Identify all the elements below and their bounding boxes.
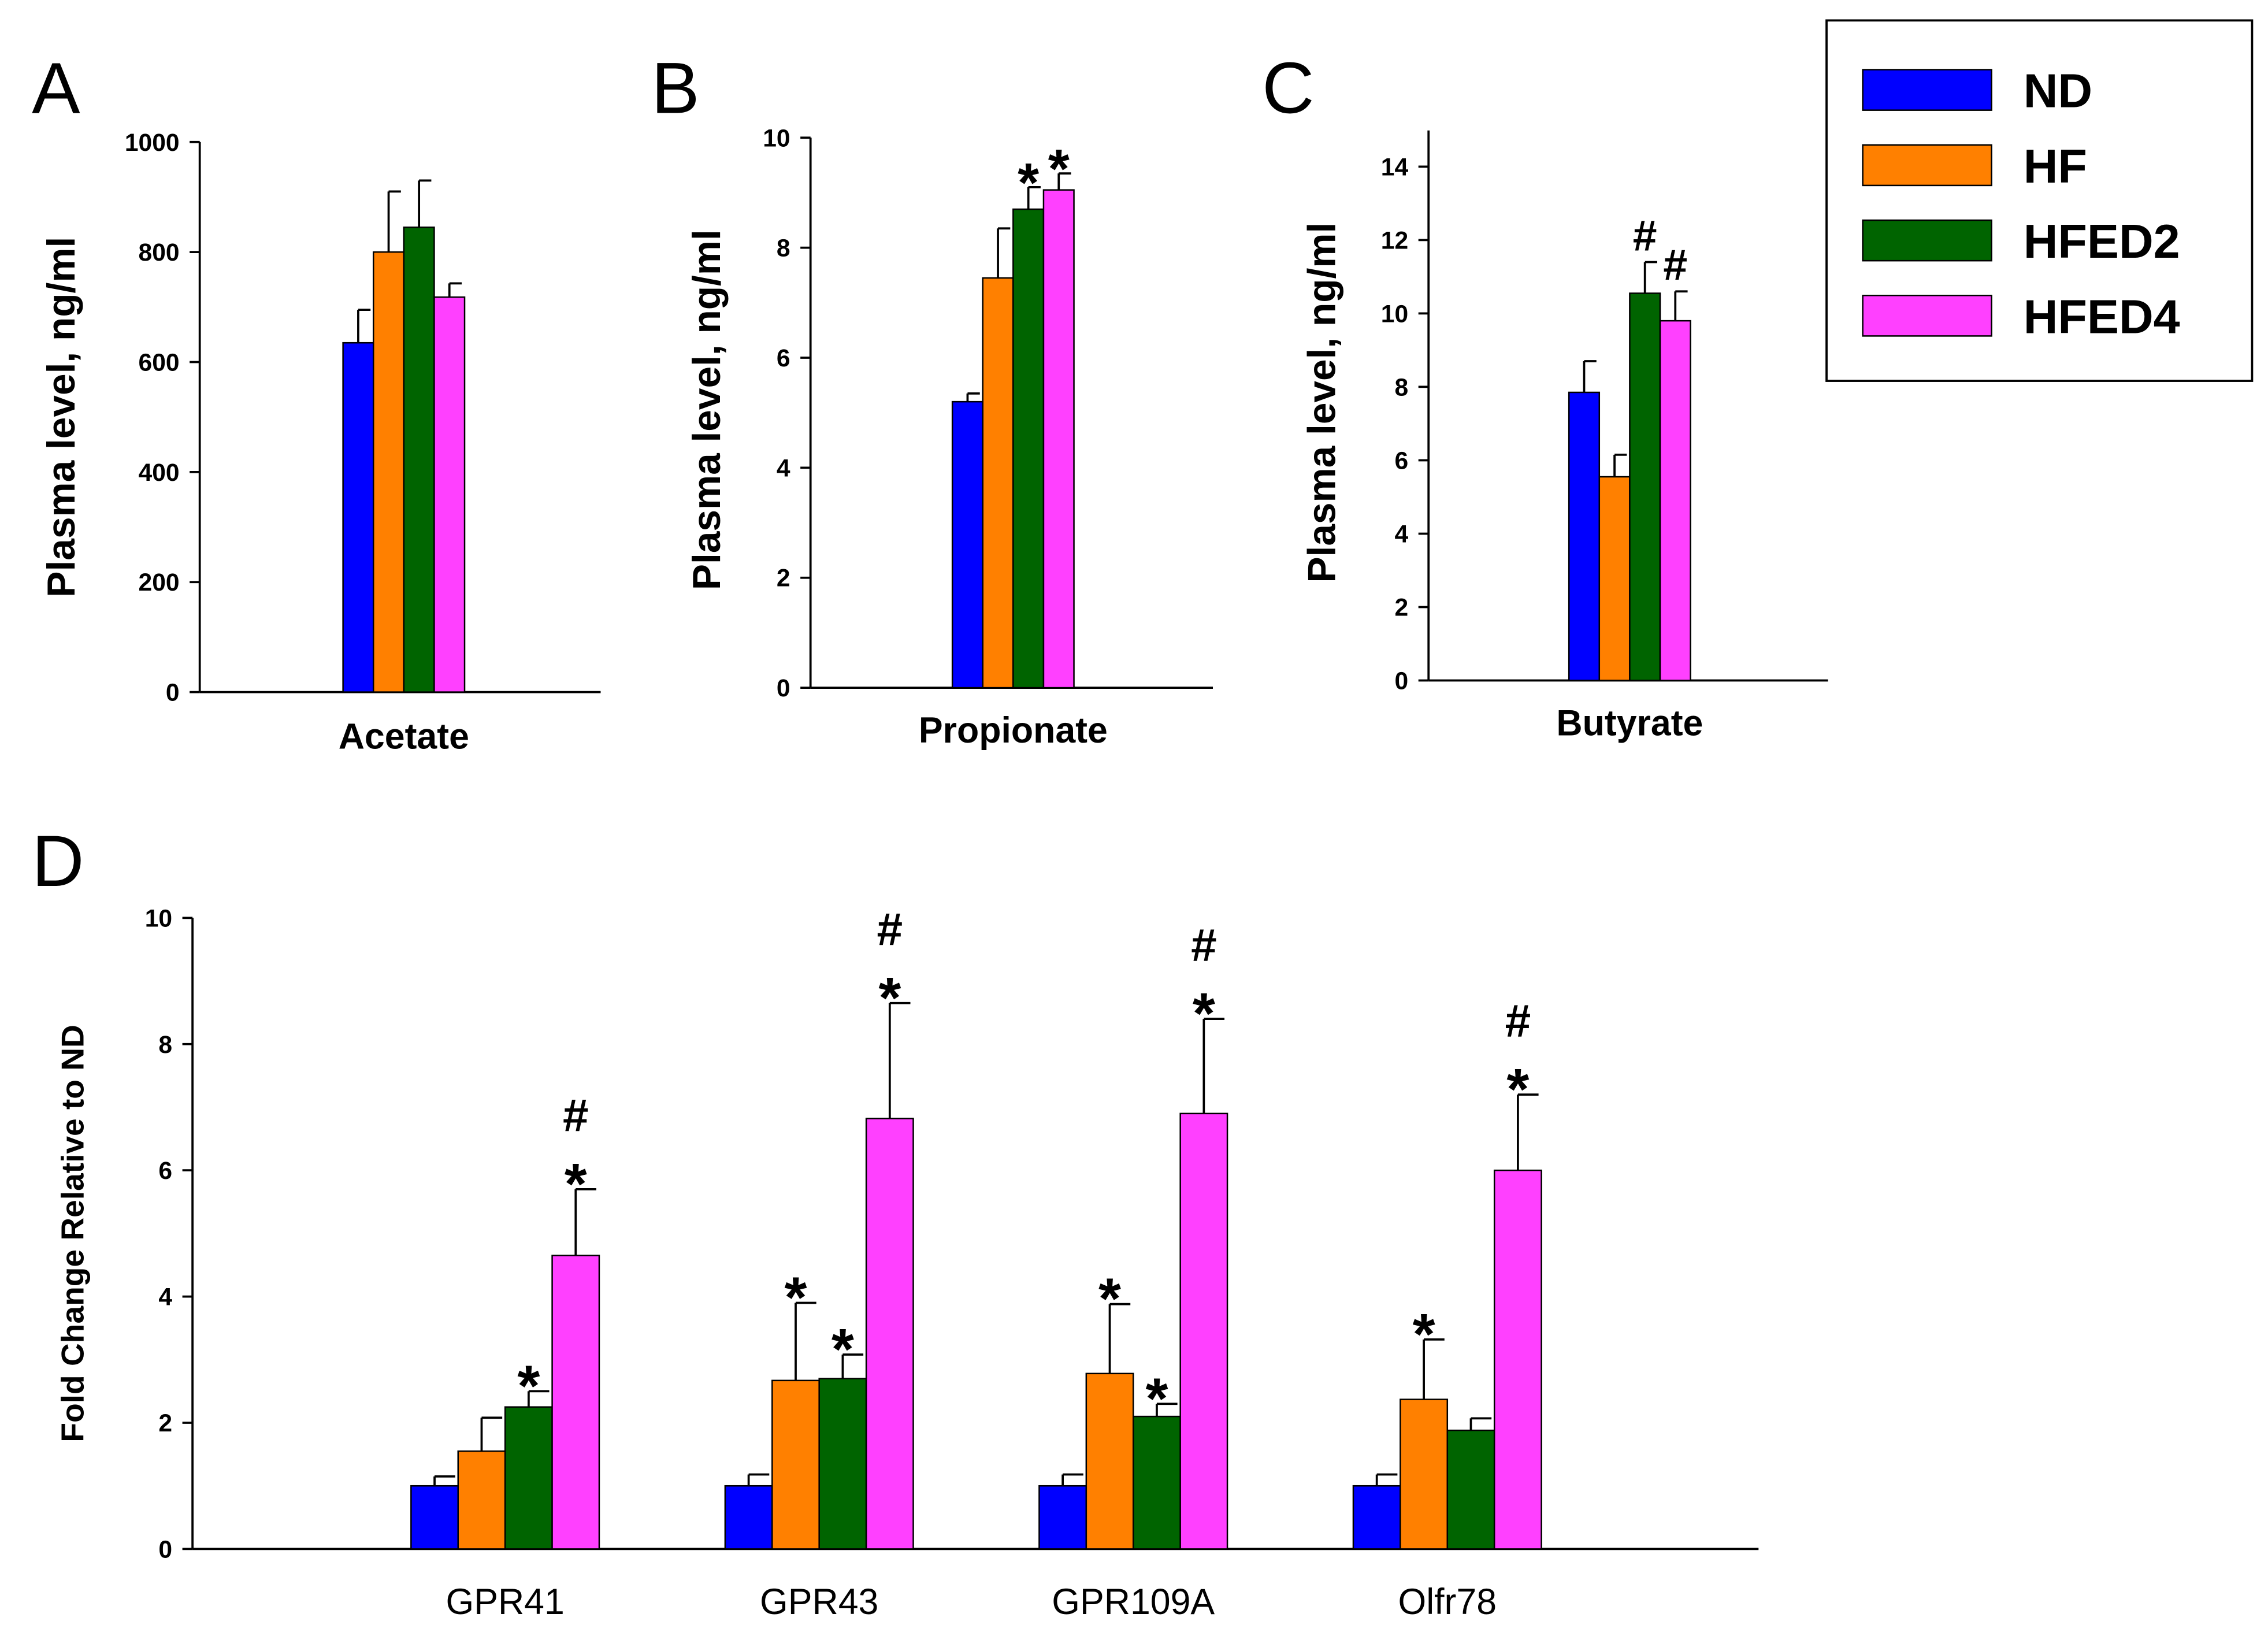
bar-D-hfed2 [818,1378,867,1550]
category-label-D: GPR109A [1052,1582,1215,1622]
y-tick-label-A: 400 [139,459,180,487]
significance-marker-D: * [832,1317,854,1382]
significance-marker-D: * [1098,1267,1121,1331]
significance-marker-D: * [1506,1057,1529,1122]
y-tick-label-C: 2 [1394,594,1408,622]
y-tick-label-A: 1000 [125,129,180,157]
bar-D-hfed4 [1493,1169,1542,1550]
y-axis-label-A: Plasma level, ng/ml [40,237,83,598]
bar-B-nd [951,400,984,689]
bar-B-hfed4 [1042,189,1075,689]
legend-label-hf: HF [2024,139,2087,193]
category-label-D: GPR41 [446,1582,565,1622]
category-label-B: Propionate [919,710,1108,751]
legend-swatch-hfed2 [1862,219,1992,262]
bar-D-hfed2 [504,1406,553,1550]
panel-letter-B: B [651,48,700,129]
category-label-D: GPR43 [760,1582,878,1622]
bar-D-hfed4 [1179,1112,1228,1550]
y-tick-label-C: 14 [1381,153,1409,181]
significance-marker-D: # [877,903,903,955]
panel-letter-A: A [32,48,80,129]
bar-D-hf [1085,1372,1134,1550]
y-tick-label-A: 200 [139,569,180,596]
bar-D-nd [724,1485,773,1550]
bar-D-hf [457,1450,506,1550]
y-tick-label-A: 0 [166,679,180,707]
y-tick-label-C: 10 [1381,300,1408,328]
bar-B-hf [982,277,1014,689]
legend-label-hfed2: HFED2 [2024,214,2180,268]
bar-A-hfed4 [433,296,466,693]
significance-marker-D: * [1413,1302,1435,1367]
significance-marker-D: * [1193,981,1215,1046]
legend-swatch-hf [1862,144,1992,187]
bar-B-hfed2 [1012,208,1045,689]
y-tick-label-C: 4 [1394,521,1408,548]
y-tick-label-B: 8 [777,235,790,262]
bar-D-hfed4 [865,1118,914,1550]
y-tick-label-D: 10 [145,904,172,932]
y-axis-label-C: Plasma level, ng/ml [1301,222,1344,583]
significance-marker-D: * [517,1353,540,1418]
y-tick-label-C: 8 [1394,373,1408,401]
y-axis-label-D: Fold Change Relative to ND [55,1025,91,1442]
bar-D-nd [410,1485,459,1550]
y-tick-label-D: 4 [158,1283,172,1311]
panel-letter-C: C [1262,48,1314,129]
bar-A-nd [342,342,374,693]
legend-swatch-nd [1862,69,1992,111]
bar-C-hfed4 [1659,320,1691,681]
bar-C-hf [1598,476,1631,681]
y-tick-label-C: 0 [1394,667,1408,695]
legend-swatch-hfed4 [1862,295,1992,337]
y-tick-label-C: 6 [1394,447,1408,474]
y-tick-label-B: 0 [777,674,790,702]
y-tick-label-D: 0 [158,1535,172,1563]
significance-marker-D: # [563,1089,589,1141]
bar-C-hfed2 [1629,292,1661,681]
significance-marker-D: * [565,1152,587,1216]
significance-marker-D: * [1145,1366,1168,1431]
bar-D-nd [1352,1485,1401,1550]
significance-marker-B: * [1018,153,1039,214]
significance-marker-C: # [1633,211,1657,259]
category-label-A: Acetate [339,716,469,756]
significance-marker-C: # [1663,240,1687,289]
category-label-C: Butyrate [1556,703,1703,744]
bar-D-hf [1400,1398,1449,1550]
y-tick-label-D: 2 [158,1409,172,1437]
bar-A-hf [372,251,405,693]
category-label-D: Olfr78 [1398,1582,1497,1622]
bar-A-hfed2 [403,227,435,693]
bar-D-hfed4 [551,1255,600,1550]
y-tick-label-B: 2 [777,565,790,592]
y-tick-label-C: 12 [1381,227,1408,254]
y-tick-label-D: 6 [158,1157,172,1185]
bar-D-hfed2 [1446,1429,1495,1550]
significance-marker-D: * [785,1266,807,1330]
y-tick-label-A: 600 [139,349,180,377]
y-tick-label-A: 800 [139,239,180,266]
y-tick-label-D: 8 [158,1031,172,1059]
legend-label-hfed4: HFED4 [2024,290,2180,343]
significance-marker-B: * [1048,139,1070,200]
bar-D-hfed2 [1132,1415,1181,1550]
bar-C-nd [1568,391,1601,681]
bar-D-hf [771,1379,820,1550]
y-tick-label-B: 10 [763,124,790,152]
y-axis-label-B: Plasma level, ng/ml [685,229,729,590]
significance-marker-D: # [1191,919,1217,971]
bar-D-nd [1038,1485,1087,1550]
panel-letter-D: D [32,821,84,902]
significance-marker-D: # [1505,995,1531,1047]
y-tick-label-B: 4 [777,454,790,482]
significance-marker-D: * [878,966,901,1030]
legend-label-nd: ND [2024,64,2092,118]
y-tick-label-B: 6 [777,344,790,372]
